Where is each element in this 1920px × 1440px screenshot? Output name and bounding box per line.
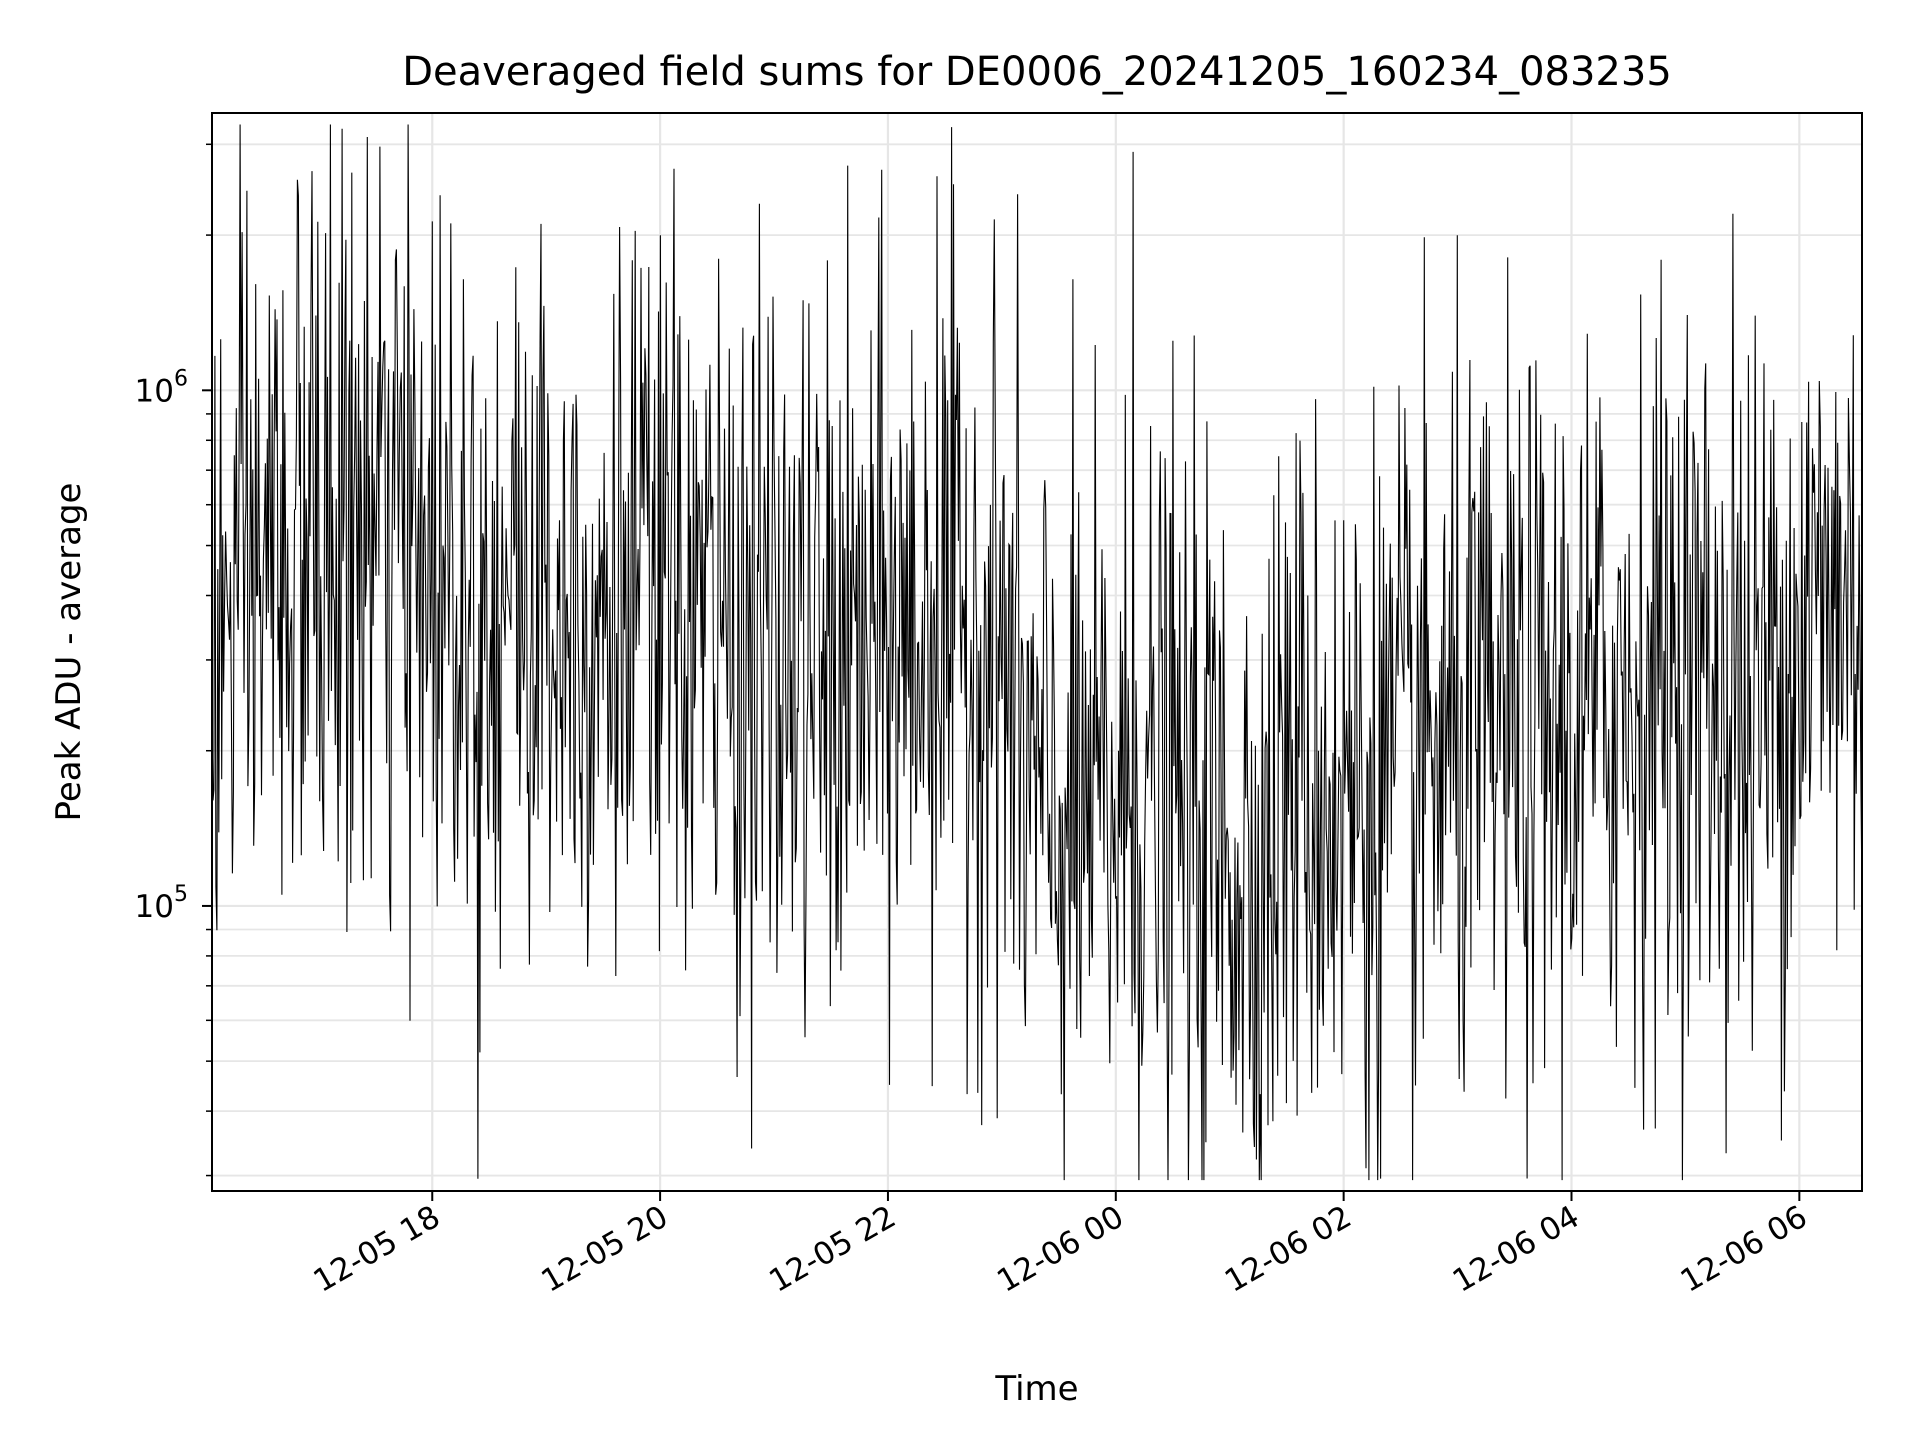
y-axis-ticks: 105 106 (135, 143, 212, 1177)
series-path (211, 124, 1863, 1181)
plot-frame (211, 112, 1863, 1192)
y-tick-label: 105 (135, 882, 188, 925)
series-line (211, 124, 1863, 1181)
chart-title: Deaveraged field sums for DE0006_2024120… (402, 49, 1672, 95)
x-axis-label: Time (994, 1369, 1078, 1409)
y-tick-label: 106 (135, 366, 188, 409)
y-axis-label: Peak ADU - average (49, 483, 89, 822)
